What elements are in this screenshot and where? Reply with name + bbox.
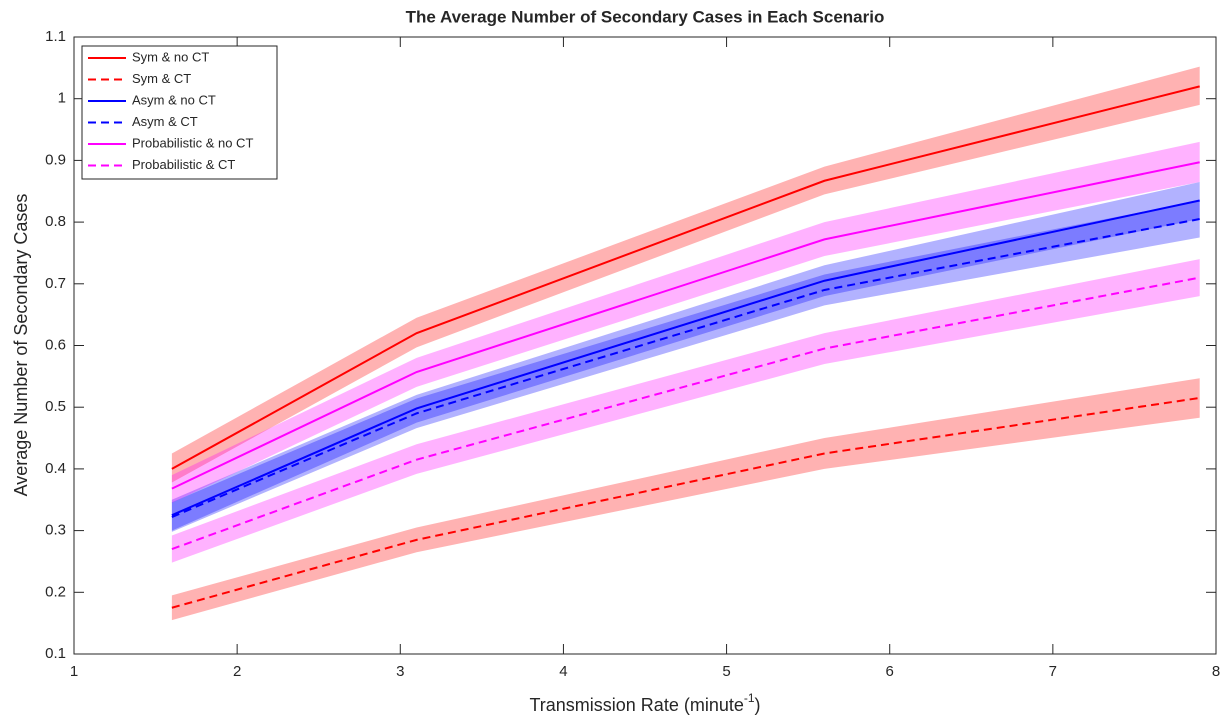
legend-label: Probabilistic & CT [132,157,235,172]
series-line [171,218,1200,518]
y-tick-label: 0.1 [45,645,66,662]
x-axis-label-text: Transmission Rate (minute [529,695,743,715]
series-line [171,396,1200,609]
series-line [171,276,1200,551]
legend-box [81,45,278,180]
series-line [171,199,1200,517]
y-axis-label: Average Number of Secondary Cases [11,194,31,497]
x-tick-label: 3 [396,663,404,680]
y-tick-label: 0.2 [45,583,66,600]
legend-label: Probabilistic & no CT [132,135,253,150]
series-line [171,85,1200,470]
y-tick-label: 0.8 [45,213,66,230]
legend-label: Asym & CT [132,114,198,129]
y-tick-label: 0.3 [45,522,66,539]
y-tick-label: 1 [58,90,66,107]
x-tick-label: 2 [233,663,241,680]
y-tick-label: 0.4 [45,460,66,477]
confidence-band [171,66,1200,483]
y-tick-label: 0.6 [45,336,66,353]
x-tick-label: 4 [559,663,567,680]
confidence-band [171,259,1200,563]
legend-label: Sym & CT [132,71,191,86]
x-tick-label: 8 [1212,663,1220,680]
confidence-band [171,378,1200,621]
chart-title: The Average Number of Secondary Cases in… [406,7,885,26]
confidence-band [171,181,1200,531]
y-tick-label: 1.1 [45,28,66,45]
y-tick-label: 0.7 [45,275,66,292]
x-tick-label: 1 [70,663,78,680]
x-tick-label: 7 [1049,663,1057,680]
x-axis-label-end: ) [755,695,761,715]
x-tick-label: 6 [886,663,894,680]
x-axis-label: Transmission Rate (minute-1) [529,691,760,715]
legend-label: Sym & no CT [132,49,209,64]
series-line [171,161,1200,490]
y-tick-label: 0.9 [45,151,66,168]
confidence-band [171,141,1200,503]
x-axis-label-sup: -1 [744,691,755,705]
confidence-band [171,200,1200,532]
legend-label: Asym & no CT [132,92,216,107]
y-tick-label: 0.5 [45,398,66,415]
x-tick-label: 5 [722,663,730,680]
